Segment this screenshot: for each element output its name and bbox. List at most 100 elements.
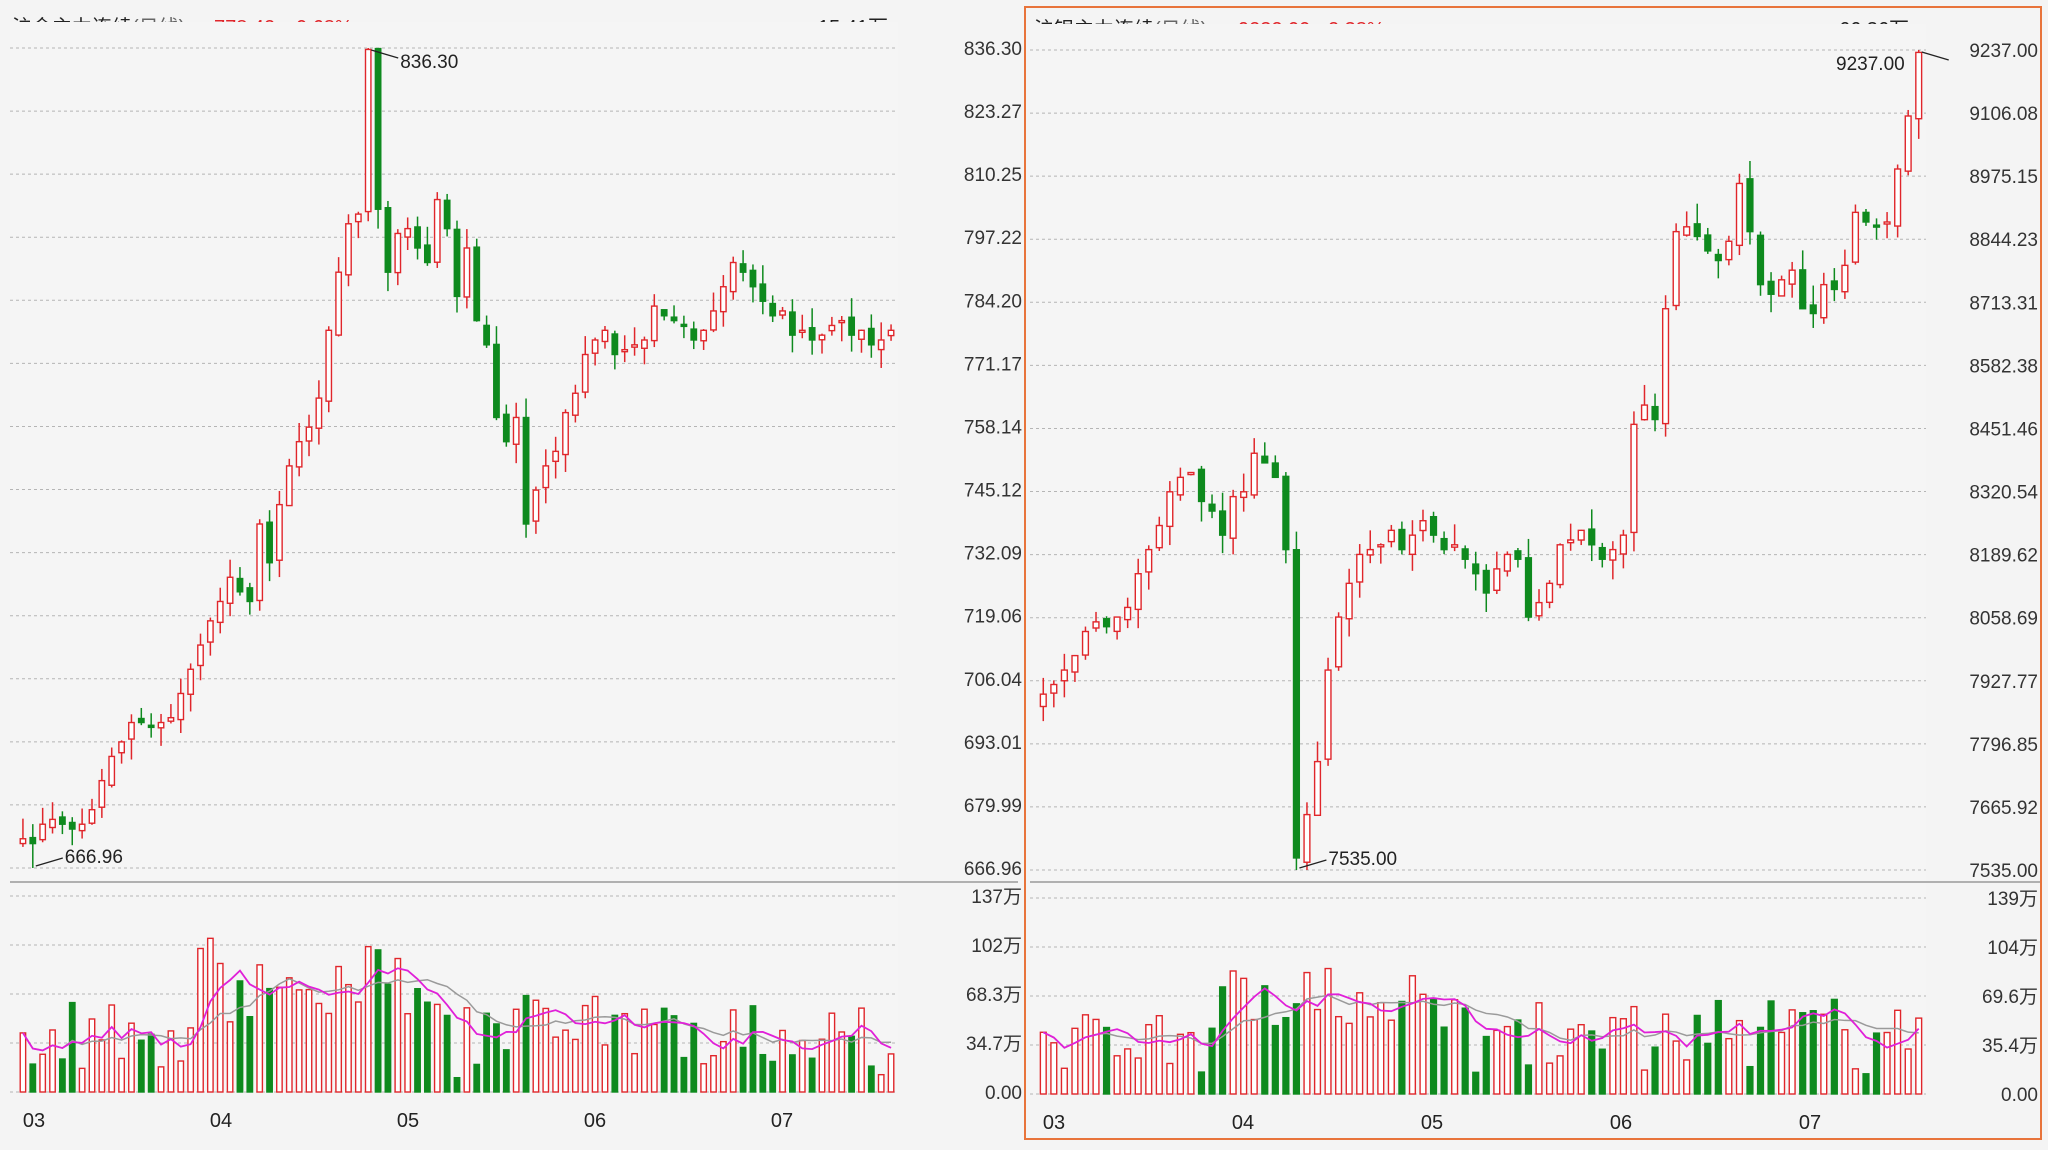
candle-up [433, 198, 441, 263]
candle-up [1176, 476, 1184, 496]
candle-up [98, 779, 106, 808]
candle-down [236, 577, 244, 593]
candle-up [641, 339, 648, 349]
x-axis-tick: 05 [397, 1110, 419, 1132]
volume-bar-up [719, 1040, 727, 1093]
volume-bar-up [700, 1063, 708, 1093]
volume-bar-up [542, 1007, 550, 1093]
volume-bar-up [1408, 975, 1417, 1095]
candle-up [621, 348, 629, 353]
volume-bar-up [1081, 1014, 1090, 1095]
volume-bar-up [295, 989, 303, 1093]
candle-down [1767, 280, 1775, 295]
candle-up [1619, 534, 1627, 555]
volume-axis-tick: 68.3万 [966, 985, 1022, 1006]
candle-up [216, 600, 224, 624]
volume-bar-down [670, 1015, 678, 1093]
candle-down [1461, 548, 1469, 560]
volume-bar-up [1661, 1013, 1670, 1095]
candle-up [552, 450, 560, 463]
candle-up [118, 741, 125, 754]
volume-bar-down [1197, 1071, 1206, 1095]
price-axis-tick: 7927.77 [1969, 672, 2038, 693]
volume-bar-up [285, 977, 293, 1093]
candle-down [502, 413, 510, 443]
candle-down [611, 333, 619, 356]
volume-bar-down [1651, 1046, 1659, 1095]
volume-bar-up [1820, 1013, 1828, 1095]
candle-up [1166, 491, 1174, 528]
volume-bar-up [1124, 1048, 1132, 1095]
volume-bar-up [1904, 1048, 1912, 1095]
candle-up [1071, 654, 1079, 673]
volume-bar-down [1482, 1035, 1490, 1095]
candle-down [266, 521, 273, 564]
candle-down [1651, 405, 1659, 421]
volume-bar-up [216, 962, 224, 1093]
volume-bar-up [39, 1053, 47, 1093]
volume-bar-up [1735, 1019, 1744, 1095]
volume-axis-tick: 104万 [1987, 938, 2038, 959]
candle-up [285, 465, 293, 507]
volume-bar-up [1419, 993, 1427, 1095]
silver-chart-panel[interactable]: 沪银主力连续 (日线) 9232.00 2.38% 66.36万 9237.00… [1024, 6, 2042, 1140]
candle-up [877, 339, 885, 351]
candle-down [1524, 557, 1533, 618]
candle-up [1883, 221, 1891, 225]
volume-bar-up [828, 1012, 836, 1093]
volume-bar-up [1883, 1031, 1891, 1095]
volume-bar-down [473, 1063, 481, 1093]
high-price-label: 836.30 [400, 52, 458, 73]
candle-down [1398, 528, 1406, 551]
candle-up [256, 523, 264, 602]
candle-up [1313, 760, 1322, 817]
candle-up [1735, 182, 1744, 247]
volume-bar-up [226, 1021, 234, 1093]
candle-down [680, 323, 688, 328]
candle-up [206, 620, 214, 643]
volume-bar-up [1166, 1062, 1174, 1095]
candle-up [601, 329, 609, 343]
volume-bar-up [1493, 1029, 1501, 1095]
price-axis-tick: 719.06 [964, 607, 1022, 628]
candle-up [276, 503, 283, 561]
volume-bar-down [1830, 998, 1838, 1095]
candle-up [315, 397, 323, 429]
candle-up [1493, 568, 1501, 592]
price-axis-tick: 9237.00 [1969, 41, 2038, 62]
candle-up [700, 329, 708, 342]
candle-down [1440, 537, 1448, 551]
volume-bar-down [1704, 1042, 1712, 1095]
volume-bar-up [818, 1038, 826, 1093]
candle-up [354, 213, 362, 223]
volume-bar-up [463, 1007, 471, 1093]
gold-chart-panel[interactable]: 沪金主力连续 (日线) 778.42 0.68% 15.41万 836.3082… [6, 6, 1024, 1140]
candle-up [1894, 168, 1902, 227]
candle-up [858, 329, 865, 340]
candle-up [1451, 544, 1459, 548]
volume-bar-down [1218, 986, 1227, 1095]
volume-bar-up [1851, 1068, 1860, 1095]
candle-up [1356, 553, 1364, 583]
volume-axis-tick: 139万 [1987, 889, 2038, 910]
volume-bar-up [877, 1073, 885, 1093]
candle-up [128, 721, 135, 740]
volume-bar-up [177, 1060, 185, 1093]
candle-down [423, 244, 431, 264]
volume-bar-up [128, 1022, 135, 1093]
candle-up [295, 440, 303, 468]
candle-down [1756, 234, 1765, 286]
low-arrow [1299, 859, 1327, 869]
volume-bar-up [621, 1012, 629, 1093]
volume-bar-up [1915, 1017, 1923, 1095]
volume-bar-up [1060, 1067, 1068, 1095]
volume-bar-down [1461, 1007, 1469, 1095]
candle-up [1820, 283, 1828, 319]
candle-up [1303, 813, 1311, 863]
candle-down [867, 327, 875, 346]
price-axis-tick: 8058.69 [1969, 609, 2038, 630]
volume-bar-up [512, 1008, 520, 1093]
volume-bar-up [1788, 1009, 1796, 1095]
volume-bar-down [611, 1014, 619, 1093]
volume-bar-up [1039, 1031, 1047, 1095]
